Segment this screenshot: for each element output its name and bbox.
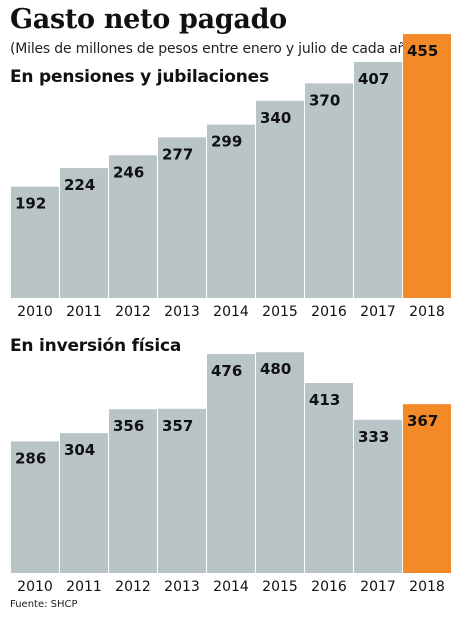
pensiones-value-label-2015: 340: [260, 109, 291, 127]
inversion-tick-label-2012: 2012: [115, 579, 151, 595]
pensiones-value-label-2011: 224: [64, 176, 95, 194]
inversion-bar-2010: [11, 441, 59, 573]
inversion-tick-label-2016: 2016: [311, 579, 347, 595]
chart-pensiones: 192 2010 224 2011 246 2012 277 2013 299 2014 340 20…: [9, 34, 452, 320]
pensiones-tick-label-2010: 2010: [17, 304, 53, 320]
inversion-bar-2018: [403, 404, 451, 573]
inversion-tick-label-2013: 2013: [164, 579, 200, 595]
inversion-value-label-2014: 476: [211, 362, 242, 380]
inversion-value-label-2010: 286: [15, 449, 46, 467]
inversion-bar-2014: [207, 354, 255, 573]
inversion-tick-label-2010: 2010: [17, 579, 53, 595]
page-subtitle: (Miles de millones de pesos entre enero …: [10, 41, 420, 57]
inversion-value-label-2011: 304: [64, 441, 95, 459]
pensiones-value-label-2018: 455: [407, 42, 438, 60]
page-title: Gasto neto pagado: [10, 4, 287, 35]
inversion-value-label-2017: 333: [358, 428, 389, 446]
pensiones-tick-label-2012: 2012: [115, 304, 151, 320]
inversion-value-label-2013: 357: [162, 417, 193, 435]
chart-inversion-title: En inversión física: [10, 336, 182, 356]
pensiones-value-label-2016: 370: [309, 91, 340, 109]
pensiones-tick-label-2015: 2015: [262, 304, 298, 320]
pensiones-bar-2017: [354, 61, 402, 298]
pensiones-bar-2011: [60, 168, 108, 298]
inversion-tick-label-2018: 2018: [409, 579, 445, 595]
inversion-bar-2011: [60, 433, 108, 573]
chart-pensiones-title: En pensiones y jubilaciones: [10, 67, 269, 87]
pensiones-value-label-2017: 407: [358, 70, 389, 88]
inversion-bar-2016: [305, 383, 353, 573]
inversion-tick-label-2015: 2015: [262, 579, 298, 595]
inversion-value-label-2015: 480: [260, 360, 291, 378]
pensiones-bar-2013: [158, 137, 206, 298]
inversion-bar-2013: [158, 408, 206, 573]
pensiones-bar-2018: [403, 34, 451, 298]
inversion-tick-label-2011: 2011: [66, 579, 102, 595]
inversion-bar-2015: [256, 352, 304, 573]
pensiones-tick-label-2013: 2013: [164, 304, 200, 320]
pensiones-value-label-2010: 192: [15, 195, 46, 213]
pensiones-value-label-2013: 277: [162, 145, 193, 163]
inversion-value-label-2012: 356: [113, 417, 144, 435]
pensiones-bar-2010: [11, 186, 59, 298]
inversion-value-label-2018: 367: [407, 412, 438, 430]
pensiones-value-label-2014: 299: [211, 133, 242, 151]
source-note: Fuente: SHCP: [10, 599, 78, 610]
pensiones-tick-label-2016: 2016: [311, 304, 347, 320]
pensiones-bar-2016: [305, 83, 353, 299]
pensiones-bar-2014: [207, 124, 255, 298]
inversion-bar-2012: [109, 409, 157, 573]
pensiones-bar-2012: [109, 155, 157, 298]
pensiones-tick-label-2011: 2011: [66, 304, 102, 320]
pensiones-value-label-2012: 246: [113, 163, 144, 181]
inversion-tick-label-2014: 2014: [213, 579, 249, 595]
pensiones-bar-2015: [256, 100, 304, 298]
pensiones-tick-label-2017: 2017: [360, 304, 396, 320]
inversion-value-label-2016: 413: [309, 391, 340, 409]
inversion-tick-label-2017: 2017: [360, 579, 396, 595]
pensiones-tick-label-2018: 2018: [409, 304, 445, 320]
inversion-bar-2017: [354, 419, 402, 573]
pensiones-tick-label-2014: 2014: [213, 304, 249, 320]
